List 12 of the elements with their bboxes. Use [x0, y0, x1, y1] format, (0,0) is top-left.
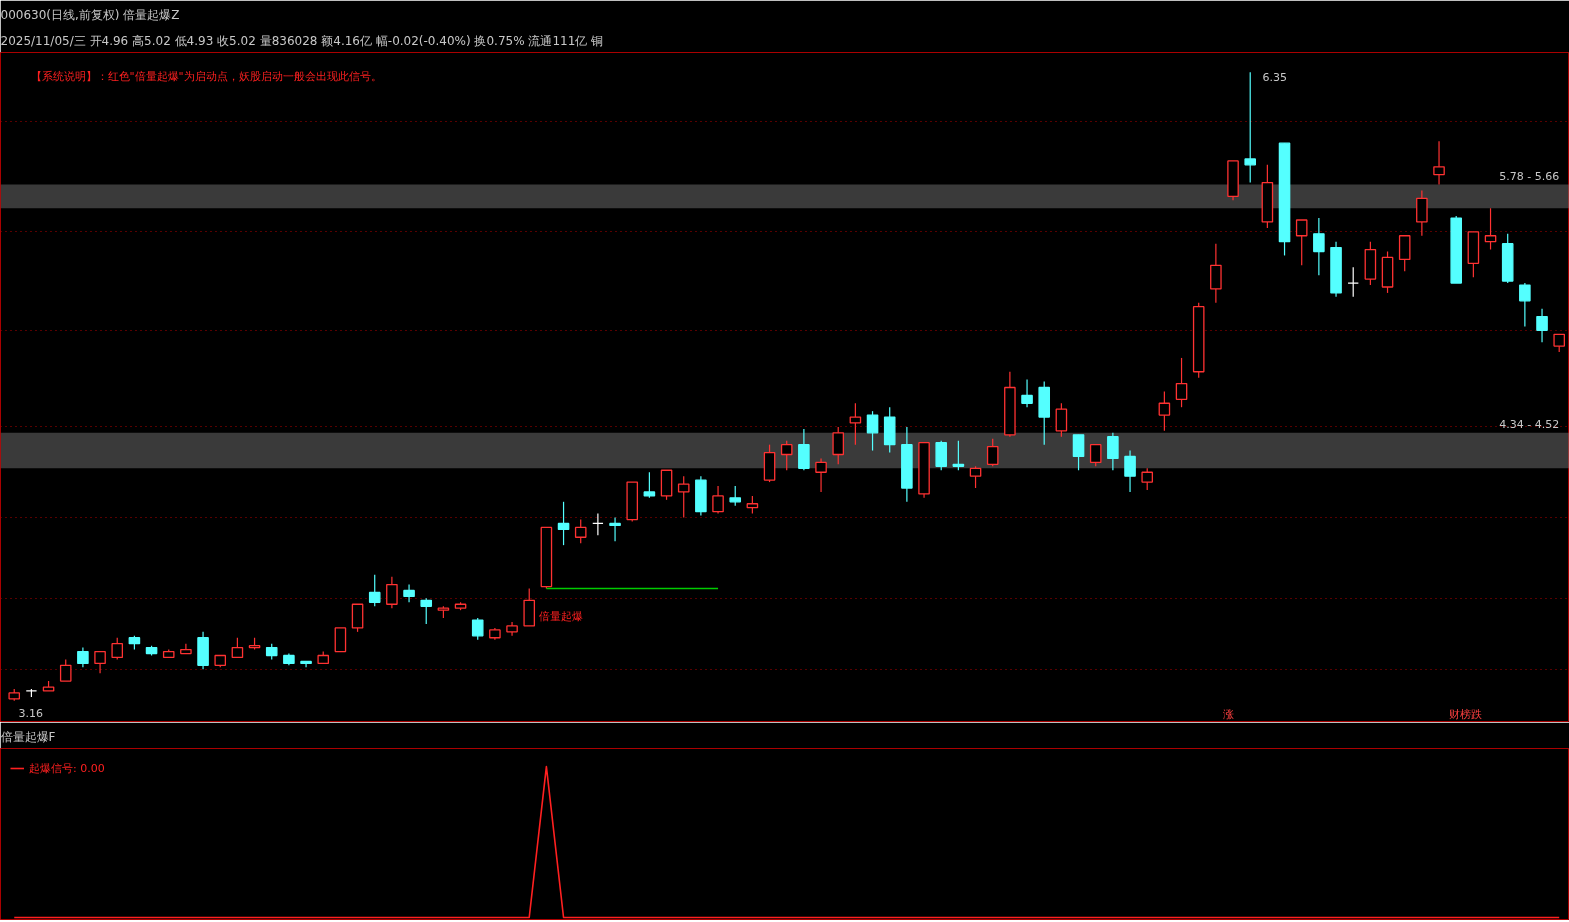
annotation: 6.35	[1262, 70, 1287, 84]
annotation: 【系统说明】：红色"倍量起爆"为启动点，妖股启动一般会出现此信号。	[30, 69, 382, 83]
annotation: 3.16	[18, 706, 43, 720]
chart-title: 000630(日线,前复权) 倍量起爆Z	[0, 7, 180, 22]
chart-subtitle: 2025/11/05/三 开4.96 高5.02 低4.93 收5.02 量836028 额4.16亿 幅-0.02(-0.40%) 换0.75% 流通111亿 铜	[0, 33, 604, 48]
band-label: 5.78 - 5.66	[1499, 169, 1560, 183]
band-label: 4.34 - 4.52	[1499, 417, 1560, 431]
annotation: 倍量起爆	[538, 609, 583, 623]
annotation: 涨	[1222, 707, 1234, 721]
legend-label: 起爆信号: 0.00	[29, 760, 105, 776]
chart-title: 倍量起爆F	[0, 729, 56, 744]
annotation: 财榜跌	[1448, 707, 1482, 721]
